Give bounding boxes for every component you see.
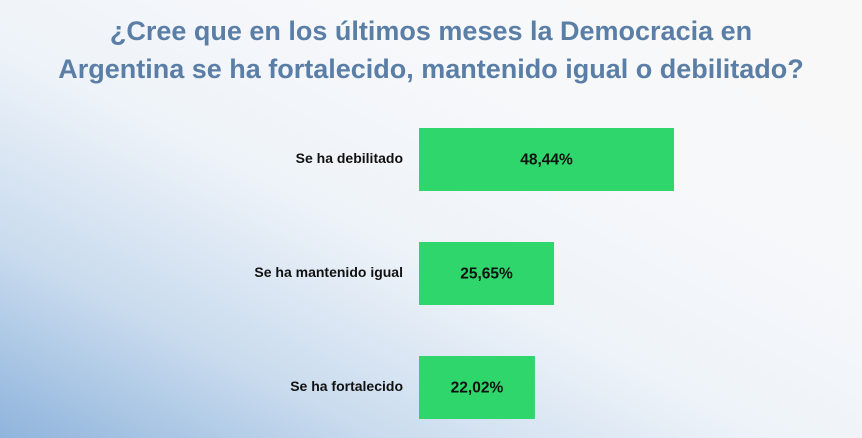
value-label-3: 22,02%	[451, 380, 504, 397]
category-label-2: Se ha mantenido igual	[254, 264, 403, 280]
chart-title-line-2: Argentina se ha fortalecido, mantenido i…	[58, 54, 804, 84]
category-label-3: Se ha fortalecido	[290, 378, 403, 394]
bar-1	[419, 128, 674, 191]
chart-title-line-1: ¿Cree que en los últimos meses la Democr…	[109, 16, 753, 46]
chart-title: ¿Cree que en los últimos meses la Democr…	[0, 12, 862, 88]
category-label-1: Se ha debilitado	[296, 150, 403, 166]
value-label-1: 48,44%	[520, 152, 573, 169]
bar-3	[419, 356, 535, 419]
value-label-2: 25,65%	[460, 266, 513, 283]
bar-2	[419, 242, 555, 305]
